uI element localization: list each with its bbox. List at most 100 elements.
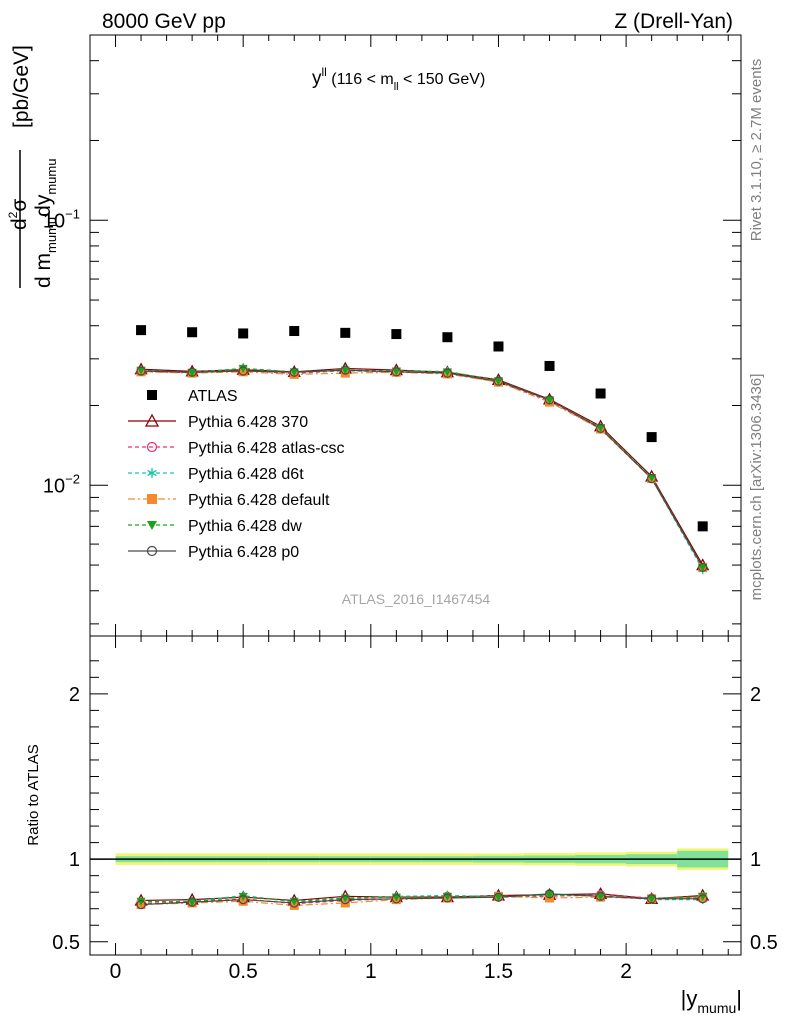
main-point [391, 367, 401, 376]
main-point [289, 368, 299, 377]
y-tick-label-exp: −2 [65, 471, 80, 486]
x-tick-label: 0 [110, 960, 122, 983]
ratio-point [238, 896, 248, 906]
main-point [698, 562, 708, 572]
y-title-unit: [pb/GeV] [10, 45, 33, 128]
ratio-point [238, 892, 248, 901]
ratio-series-lines [141, 893, 703, 907]
ratio-point [136, 899, 146, 910]
x-title-a: |y [681, 986, 698, 1011]
header-left: 8000 GeV pp [102, 10, 226, 33]
y-title-den-sub: mumu [44, 217, 59, 253]
main-point [391, 329, 402, 340]
legend-label: Pythia 6.428 atlas-csc [188, 440, 345, 457]
y-title-den-a: d m [32, 253, 55, 288]
main-point [646, 432, 657, 443]
legend-marker [147, 521, 157, 530]
ratio-point [289, 898, 299, 908]
ratio-point [544, 889, 555, 899]
main-point [238, 364, 248, 373]
main-point [596, 424, 606, 433]
main-point [289, 326, 300, 337]
ratio-point [647, 894, 657, 904]
legend-item: ATLAS [147, 388, 238, 405]
main-point [187, 327, 198, 338]
legend-marker [147, 494, 157, 504]
legend-item: Pythia 6.428 p0 [128, 544, 299, 561]
main-point [544, 395, 555, 405]
main-point [391, 367, 401, 377]
legend-marker [147, 390, 157, 400]
y-title-num-sup: 2 [6, 211, 20, 218]
main-point [493, 341, 504, 352]
plot-label-sup: ll [322, 65, 327, 79]
plot-label-sub: ll [394, 81, 399, 93]
legend-marker [146, 545, 158, 557]
x-tick-label: 1.5 [484, 960, 513, 983]
legend-marker [144, 413, 160, 427]
plot-label: yll (116 < mll < 150 GeV) [312, 65, 485, 93]
header-right: Z (Drell-Yan) [614, 10, 733, 33]
ratio-panel-frame [89, 635, 742, 956]
legend-label: Pythia 6.428 dw [188, 518, 302, 535]
x-tick-label: 2 [620, 960, 632, 983]
y-axis-title-ratio: Ratio to ATLAS [25, 744, 42, 845]
main-point [136, 325, 147, 336]
main-point [136, 366, 146, 376]
ratio-point [238, 895, 248, 905]
data-markers [134, 325, 710, 910]
ratio-point [136, 897, 146, 906]
legend-label: ATLAS [188, 388, 238, 405]
main-point [595, 388, 606, 399]
main-point [442, 368, 452, 377]
main-point [136, 366, 146, 375]
main-point [493, 377, 503, 386]
main-point [647, 473, 657, 484]
legend-item: Pythia 6.428 atlas-csc [128, 440, 345, 457]
y-tick-label: 10−1 [43, 206, 80, 232]
y-tick-label-base: 10 [43, 475, 65, 497]
star-stroke [147, 469, 157, 477]
main-point [545, 396, 555, 405]
main-point [238, 366, 248, 376]
y-tick-label: 10−2 [43, 471, 80, 497]
axis-ticks: 0 0.5 1 1.5 210−210−10.5 0.51 12 2 [43, 34, 778, 983]
ratio-uncertainty-bands [90, 848, 741, 870]
ratio-point [340, 895, 350, 905]
main-point [595, 423, 606, 433]
ratio-series-line [141, 894, 703, 905]
x-title-sub: mumu [697, 1000, 736, 1016]
ratio-point [442, 893, 453, 903]
main-point [187, 369, 197, 378]
y-title-den-b: dy [32, 194, 55, 217]
plot-label-range-a: (116 < m [327, 71, 394, 88]
x-tick-label: 1 [365, 960, 377, 983]
x-tick-label: 0.5 [229, 960, 258, 983]
legend-label: Pythia 6.428 default [188, 492, 330, 509]
ratio-point [340, 898, 350, 908]
ratio-y-tick-label: 2 [69, 684, 80, 706]
ratio-point [391, 894, 401, 904]
ratio-y-tick-label-right: 2 [750, 684, 761, 706]
ratio-point [698, 894, 708, 904]
x-axis-title: |ymumu| [681, 986, 742, 1016]
legend-label: Pythia 6.428 370 [188, 414, 308, 431]
ratio-y-tick-label-right: 0.5 [750, 932, 778, 954]
ratio-point [187, 897, 197, 907]
panel-frames [89, 34, 742, 956]
main-point [493, 376, 504, 386]
ratio-point [545, 891, 555, 900]
mcplots-label: mcplots.cern.ch [arXiv:1306.3436] [748, 374, 765, 601]
legend: ATLAS Pythia 6.428 370 Pythia 6.428 atlas-… [128, 388, 345, 561]
y-title-den-sub2: mumu [44, 159, 59, 195]
x-title-b: | [736, 986, 742, 1011]
main-point [698, 563, 708, 572]
main-series-line [141, 369, 704, 568]
main-point [187, 367, 197, 377]
main-point [340, 366, 350, 375]
y-tick-label-exp: −1 [65, 206, 80, 221]
legend-item: Pythia 6.428 d6t [128, 466, 304, 483]
main-point [289, 367, 299, 377]
ratio-series-line [141, 894, 703, 903]
